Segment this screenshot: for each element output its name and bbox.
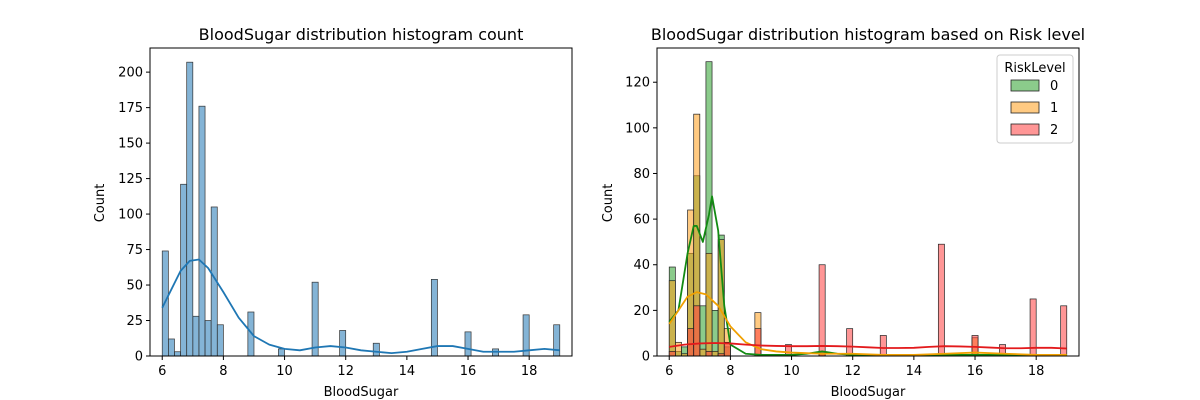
legend-entry-label: 1	[1050, 101, 1058, 116]
histogram-bar	[339, 330, 347, 357]
y-tick-label: 40	[633, 258, 650, 273]
histogram-bar	[372, 342, 380, 357]
axes-frame	[149, 47, 573, 357]
legend-swatch	[1010, 123, 1040, 136]
y-tick-label: 175	[118, 101, 143, 116]
x-tick-label: 14	[399, 364, 416, 379]
y-tick-label: 150	[118, 137, 143, 152]
histogram-bar	[430, 279, 438, 357]
left-plot-area: 6 8 10 12 14 16 18 0 25 50 75 100 125 150 175 200	[118, 47, 573, 379]
histogram-bar	[687, 328, 695, 357]
kde-line	[161, 258, 560, 355]
chart-title: BloodSugar distribution histogram count	[199, 25, 524, 44]
histogram-bar	[204, 320, 212, 357]
x-axis-label: BloodSugar	[831, 385, 906, 400]
histogram-bar	[699, 305, 707, 357]
y-tick-label: 75	[126, 243, 143, 258]
legend-swatch	[1010, 79, 1040, 92]
x-tick-label: 12	[337, 364, 354, 379]
x-tick-label: 16	[967, 364, 984, 379]
histogram-bar	[711, 351, 719, 357]
x-tick-label: 12	[844, 364, 861, 379]
kde-line	[669, 342, 1067, 350]
histogram-bar	[879, 335, 887, 357]
x-tick-label: 14	[906, 364, 923, 379]
legend-title: RiskLevel	[1004, 61, 1065, 76]
histogram-bar	[174, 351, 181, 357]
y-tick-label: 60	[633, 213, 650, 228]
y-tick-label: 0	[135, 350, 143, 365]
y-tick-label: 20	[633, 304, 650, 319]
legend-entry-label: 0	[1050, 79, 1058, 94]
histogram-bar	[216, 324, 224, 357]
x-tick-label: 16	[460, 364, 477, 379]
legend-swatch	[1010, 101, 1040, 114]
histogram-bar	[311, 281, 319, 357]
x-tick-label: 18	[521, 364, 538, 379]
histogram-bar	[168, 338, 175, 357]
y-tick-label: 100	[118, 208, 143, 223]
histogram-bar	[553, 324, 561, 357]
y-axis-label: Count	[93, 184, 108, 223]
histogram-bar	[846, 328, 854, 357]
legend-entry-label: 2	[1050, 123, 1058, 138]
y-tick-label: 50	[126, 279, 143, 294]
histogram-bar	[198, 105, 206, 357]
histogram-bar	[705, 252, 713, 357]
axes-frame	[656, 47, 1080, 357]
legend-box	[996, 54, 1074, 144]
y-tick-label: 100	[625, 121, 650, 136]
y-tick-label: 25	[126, 314, 143, 329]
kde-line	[668, 195, 1067, 356]
histogram-bar	[668, 351, 676, 357]
histogram-bar	[278, 348, 285, 357]
histogram-bar	[818, 264, 826, 357]
y-axis-label: Count	[601, 184, 616, 223]
y-tick-label: 125	[118, 172, 143, 187]
y-tick-label: 80	[633, 167, 650, 182]
kde-line	[668, 291, 1067, 356]
x-tick-label: 10	[783, 364, 800, 379]
y-tick-label: 120	[625, 76, 650, 91]
chart-left: BloodSugar distribution histogram count …	[93, 25, 573, 400]
chart-right: BloodSugar distribution histogram based …	[601, 25, 1085, 400]
histogram-bar	[186, 61, 194, 357]
histogram-bar	[937, 243, 945, 357]
x-tick-label: 10	[276, 364, 293, 379]
x-tick-label: 8	[219, 364, 227, 379]
x-tick-label: 6	[665, 364, 673, 379]
y-tick-label: 0	[642, 350, 650, 365]
histogram-bar	[693, 305, 701, 357]
histogram-bar	[464, 331, 472, 357]
histogram-bar	[754, 328, 762, 357]
x-tick-label: 6	[158, 364, 166, 379]
x-axis-label: BloodSugar	[324, 385, 399, 400]
x-tick-label: 18	[1028, 364, 1045, 379]
histogram-bar	[711, 310, 719, 357]
histogram-bar	[705, 351, 713, 357]
histogram-bar	[192, 315, 200, 357]
chart-title: BloodSugar distribution histogram based …	[651, 25, 1085, 44]
x-tick-label: 8	[726, 364, 734, 379]
y-tick-label: 200	[118, 66, 143, 81]
histogram-bar	[699, 348, 707, 357]
legend: RiskLevel 0 1 2	[996, 54, 1074, 144]
